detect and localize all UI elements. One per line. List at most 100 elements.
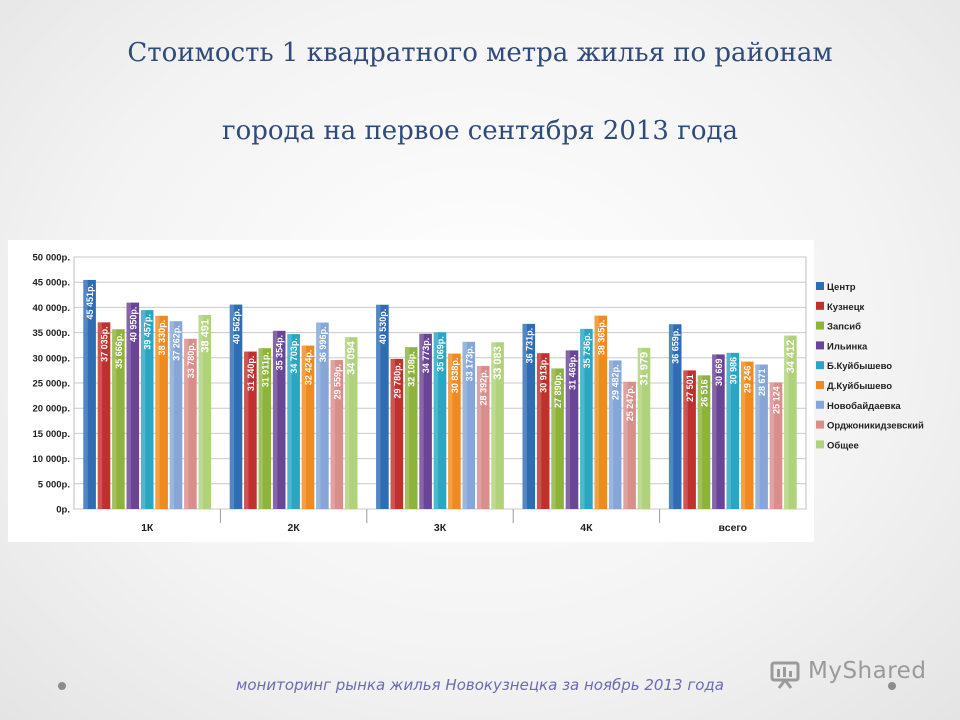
x-tick-label: 4К (580, 522, 593, 534)
data-label: 29 482р. (611, 364, 621, 400)
bar (301, 345, 315, 509)
x-tick-label: 3К (434, 522, 447, 534)
legend-label: Центр (827, 282, 856, 293)
bar (697, 375, 711, 509)
bar-highlight (376, 304, 381, 509)
data-label: 25 124 (772, 386, 782, 414)
bar-highlight (697, 375, 703, 509)
bar-highlight (184, 338, 189, 509)
bar-group: 36 996р. (316, 322, 329, 509)
legend-label: Общее (827, 440, 859, 451)
data-label: 31 469р. (568, 354, 578, 390)
bar (740, 361, 754, 509)
bar (169, 321, 183, 509)
data-label: 33 780р. (186, 343, 196, 379)
data-label: 27 890р. (553, 372, 563, 408)
bar (344, 337, 358, 509)
data-label: 33 173р. (464, 346, 474, 382)
bar (83, 279, 96, 509)
bar-highlight (522, 323, 527, 509)
bar-highlight (726, 352, 731, 509)
bar-group: 35 666р. (112, 329, 125, 509)
bar-highlight (140, 310, 146, 509)
y-tick-label: 35 000р. (33, 328, 71, 339)
bar-group: 30 669 (712, 354, 725, 509)
myshared-logo: MyShared (768, 656, 928, 692)
data-label: 38 365р. (596, 320, 606, 356)
data-label: 39 457р. (143, 314, 153, 350)
data-label: 40 562р. (232, 309, 242, 345)
bar-group: 38 491 (198, 315, 211, 509)
data-label: 31 240р. (246, 356, 256, 392)
bar (184, 338, 197, 509)
bar-highlight (683, 370, 688, 509)
bar-highlight (536, 353, 542, 509)
bar-group: 32 108р. (404, 347, 418, 509)
bar (536, 353, 550, 509)
y-tick-label: 45 000р. (33, 278, 71, 289)
data-label: 31 979 (639, 352, 651, 386)
bar (330, 360, 344, 509)
legend-label: Новобайдаевка (827, 401, 901, 412)
legend-label: Ильинка (827, 341, 868, 352)
bar (462, 341, 476, 509)
bar (126, 302, 140, 509)
bar (726, 352, 740, 509)
legend-swatch (816, 361, 824, 370)
data-label: 36 659р. (671, 328, 681, 364)
legend-swatch (816, 301, 824, 310)
bar (272, 330, 286, 509)
bar (769, 382, 783, 509)
bar-highlight (551, 368, 556, 509)
legend-swatch (816, 420, 824, 429)
data-label: 34 703р. (289, 338, 299, 374)
data-label: 30 986 (728, 357, 738, 385)
data-label: 33 083 (492, 346, 504, 380)
data-label: 27 501 (685, 374, 695, 402)
bar-highlight (404, 347, 410, 509)
bar-chart: 0р. 5 000р. 10 000р. 15 000р. 20 000р. 25 000… (8, 240, 924, 542)
legend-label: Б.Куйбышево (827, 361, 892, 372)
bar (433, 332, 447, 509)
x-tick-label: всего (719, 522, 748, 534)
bar-group: 38 330р. (155, 315, 168, 509)
bar (448, 353, 461, 509)
bar-highlight (740, 361, 746, 509)
data-label: 28 671 (757, 368, 767, 396)
bar-highlight (565, 350, 571, 509)
data-label: 26 516 (700, 379, 710, 407)
bar-highlight (623, 381, 628, 509)
bar (637, 347, 651, 509)
bar (580, 328, 593, 509)
title-line-1: Стоимость 1 квадратного метра жилья по р… (127, 38, 833, 68)
bar-highlight (608, 360, 614, 509)
footer-caption: мониторинг рынка жилья Новокузнецка за н… (236, 676, 724, 694)
data-label: 45 451р. (85, 284, 95, 320)
legend-swatch (816, 321, 824, 330)
data-label: 30 838р. (450, 358, 460, 394)
bar-group: 34 094 (344, 337, 358, 509)
bar-highlight (244, 351, 249, 509)
bar-highlight (344, 337, 350, 509)
bar-highlight (198, 315, 203, 509)
bar-group: 29 246 (740, 361, 754, 509)
bar (258, 348, 272, 509)
bar-highlight (769, 382, 775, 509)
bar-group: 25 124 (769, 382, 783, 509)
data-label: 38 491 (199, 319, 211, 353)
bar-group: 38 365р. (594, 315, 608, 509)
legend-label: Кузнецк (827, 302, 865, 313)
bar-group: 37 035р. (97, 322, 111, 509)
data-label: 34 412 (785, 340, 797, 374)
data-label: 28 392р. (479, 370, 489, 406)
y-tick-label: 5 000р. (38, 479, 70, 490)
y-tick-label: 50 000р. (33, 253, 71, 264)
bar (522, 323, 536, 509)
data-label: 36 996р. (318, 327, 328, 363)
bar-group: 33 083 (491, 342, 504, 509)
bar-highlight (419, 333, 424, 509)
bar (476, 365, 490, 509)
bar-highlight (126, 302, 131, 509)
bar-highlight (594, 315, 599, 509)
bar-highlight (448, 353, 453, 509)
